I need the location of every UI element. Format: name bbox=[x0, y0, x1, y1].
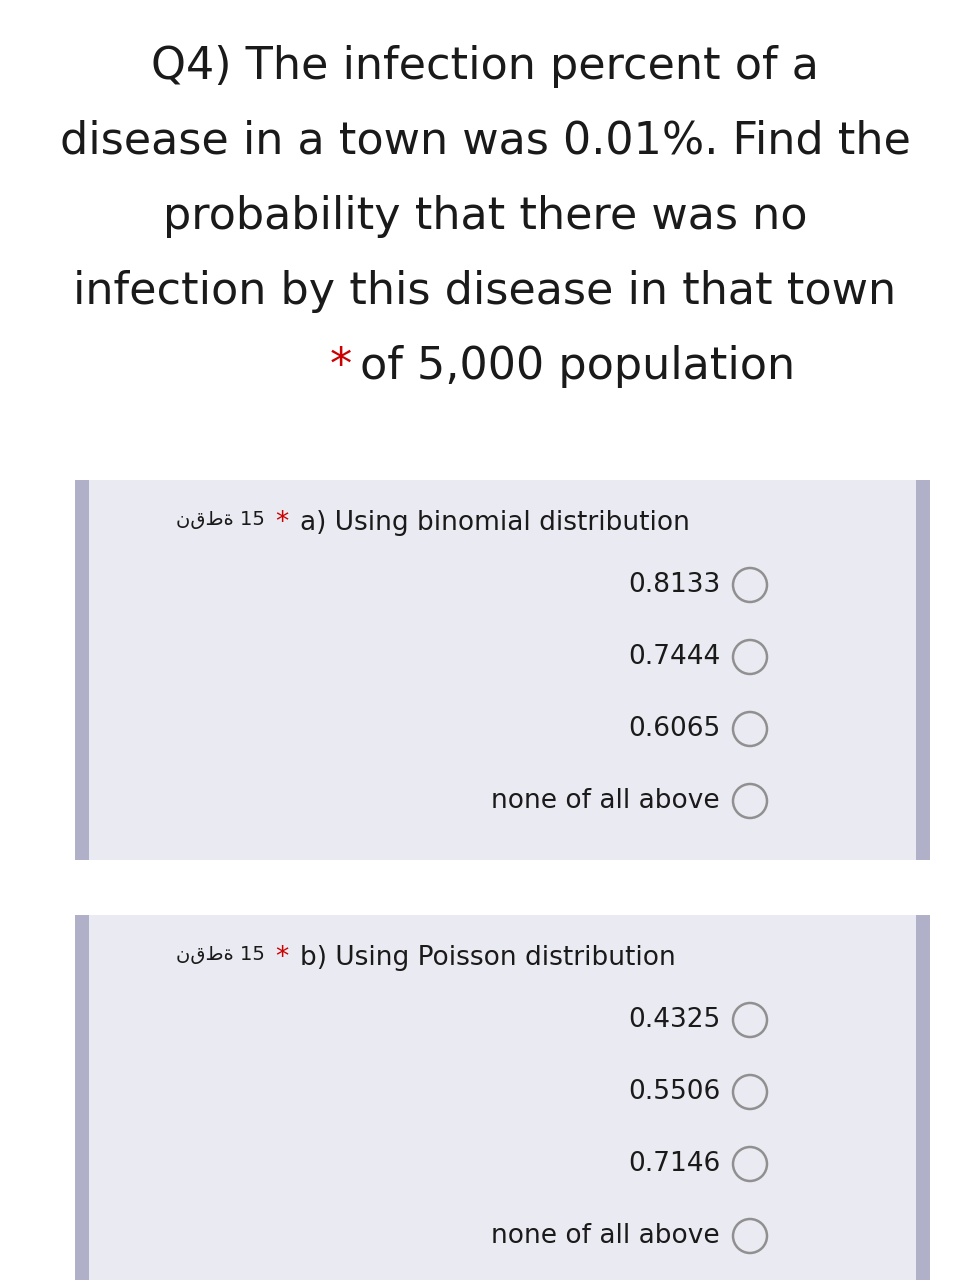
Text: none of all above: none of all above bbox=[491, 1222, 720, 1249]
Text: نقطة 15: نقطة 15 bbox=[176, 509, 265, 529]
Text: نقطة 15: نقطة 15 bbox=[176, 945, 265, 964]
Bar bbox=[89, 480, 916, 860]
Text: probability that there was no: probability that there was no bbox=[163, 195, 807, 238]
Text: *: * bbox=[275, 945, 288, 972]
Text: disease in a town was 0.01%. Find the: disease in a town was 0.01%. Find the bbox=[59, 120, 911, 163]
Text: of 5,000 population: of 5,000 population bbox=[360, 346, 795, 388]
Text: Q4) The infection percent of a: Q4) The infection percent of a bbox=[151, 45, 819, 88]
Text: infection by this disease in that town: infection by this disease in that town bbox=[74, 270, 896, 314]
Text: a) Using binomial distribution: a) Using binomial distribution bbox=[300, 509, 689, 536]
Text: b) Using Poisson distribution: b) Using Poisson distribution bbox=[300, 945, 676, 972]
Text: 0.8133: 0.8133 bbox=[627, 572, 720, 598]
Text: 0.6065: 0.6065 bbox=[627, 716, 720, 742]
Text: 0.7146: 0.7146 bbox=[627, 1151, 720, 1178]
Text: none of all above: none of all above bbox=[491, 788, 720, 814]
Bar bbox=[916, 915, 930, 1280]
Text: 0.4325: 0.4325 bbox=[627, 1007, 720, 1033]
Text: 0.5506: 0.5506 bbox=[627, 1079, 720, 1105]
Bar bbox=[89, 915, 916, 1280]
Text: *: * bbox=[275, 509, 288, 536]
Bar bbox=[75, 915, 89, 1280]
Bar bbox=[916, 480, 930, 860]
Text: 0.7444: 0.7444 bbox=[627, 644, 720, 669]
Text: *: * bbox=[330, 346, 352, 388]
Bar bbox=[75, 480, 89, 860]
